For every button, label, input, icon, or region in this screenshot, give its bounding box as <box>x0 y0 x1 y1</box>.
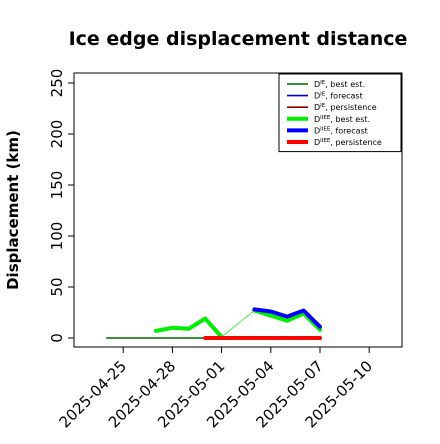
legend-label: DIIEE, persistence <box>314 138 382 147</box>
y-tick-label: 150 <box>48 171 66 200</box>
y-tick-label: 250 <box>48 69 66 98</box>
series-line <box>154 316 224 339</box>
y-tick-label: 100 <box>48 222 66 251</box>
legend-label: DIE, best est. <box>314 80 365 89</box>
y-axis-label: Displacement (km) <box>4 130 22 290</box>
y-tick-label: 200 <box>48 120 66 149</box>
series-line <box>252 307 322 329</box>
plot-layer: 0501001502002502025-04-252025-04-282025-… <box>48 69 403 431</box>
y-tick-label: 0 <box>48 333 66 343</box>
chart-title: Ice edge displacement distance <box>69 28 408 50</box>
y-tick-label: 50 <box>48 277 66 296</box>
legend-label: DIE, forecast <box>314 92 363 101</box>
series-line <box>252 308 322 332</box>
plot-frame <box>73 72 403 348</box>
legend-label: DIIEE, forecast <box>314 126 368 135</box>
legend-label: DIIEE, best est. <box>314 115 370 124</box>
series-line <box>221 310 255 338</box>
legend-box <box>278 73 402 153</box>
legend-label: DIE, persistence <box>314 103 377 112</box>
